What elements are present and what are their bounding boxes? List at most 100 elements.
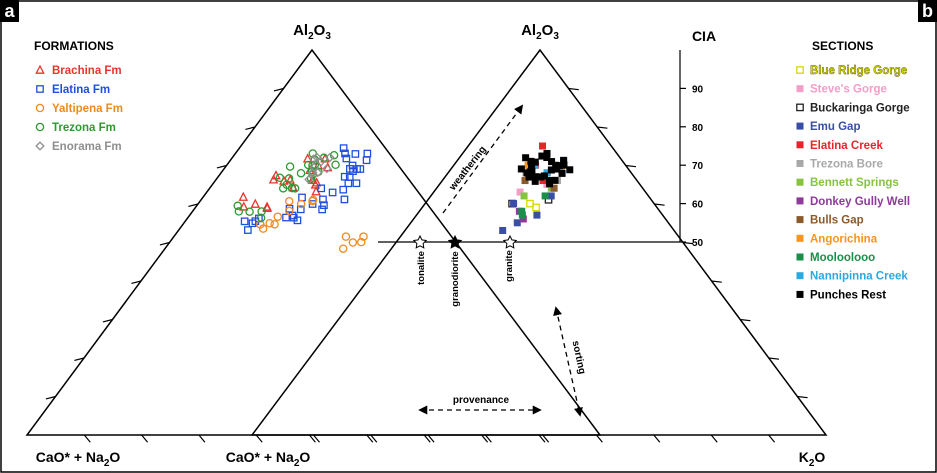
axis-tick <box>597 126 608 129</box>
formation-point <box>316 156 326 167</box>
formation-point <box>234 207 244 216</box>
section-point <box>538 152 546 160</box>
formation-point <box>309 162 319 173</box>
section-legend-label: Emu Gap <box>810 121 860 133</box>
panel-b-points <box>499 142 574 234</box>
formation-point <box>293 216 302 225</box>
formation-legend-marker <box>35 141 45 151</box>
axis-tick <box>255 434 263 443</box>
section-point <box>518 207 526 215</box>
formations-legend-title: FORMATIONS <box>34 39 114 53</box>
section-point <box>533 211 541 219</box>
section-point <box>552 161 560 169</box>
formation-point <box>245 207 254 216</box>
formation-point <box>273 212 282 221</box>
axis-tick <box>595 434 603 443</box>
formations-legend: Brachina Fm Elatina Fm Yaltipena Fm Trezona… <box>35 64 123 153</box>
provenance-label: provenance <box>453 395 510 406</box>
panel-b-label-bg <box>918 0 937 22</box>
axis-tick <box>308 434 316 443</box>
formation-point <box>341 232 351 241</box>
cia-tick-label: 70 <box>692 161 704 172</box>
formation-point <box>328 188 337 197</box>
formation-legend-label: Enorama Fm <box>52 141 122 153</box>
section-point <box>541 192 549 200</box>
section-legend-marker <box>796 253 804 261</box>
formation-point <box>351 150 360 158</box>
formation-point <box>322 163 332 174</box>
axis-tick <box>768 357 780 360</box>
axis-tick <box>682 241 694 245</box>
cia-tick-label: 60 <box>692 200 704 211</box>
cia-tick-label: 50 <box>692 238 704 249</box>
panel-a-points <box>233 144 372 253</box>
formation-point <box>325 152 335 163</box>
section-point <box>566 166 574 174</box>
section-legend-label: Elatina Creek <box>810 140 883 152</box>
axis-tick <box>568 87 579 91</box>
axis-tick <box>141 434 149 443</box>
section-legend-marker <box>796 66 804 74</box>
section-point <box>531 177 539 185</box>
formation-point <box>317 184 326 193</box>
axis-tick <box>484 434 492 443</box>
axis-tick <box>423 434 431 443</box>
sections-legend: Blue Ridge Gorge Steve's Gorge Buckaringa … <box>796 65 910 301</box>
formation-point <box>356 165 365 173</box>
section-point <box>499 226 507 234</box>
formation-point <box>341 149 349 158</box>
axis-tick <box>427 434 435 443</box>
section-legend-label: Punches Rest <box>810 289 886 301</box>
granite-label: granite <box>504 250 515 282</box>
formation-legend-label: Brachina Fm <box>52 65 122 77</box>
formation-point <box>344 179 353 188</box>
section-legend-marker <box>796 141 804 149</box>
formation-point <box>331 160 340 169</box>
cia-title: CIA <box>692 28 716 44</box>
axis-tick <box>711 280 722 283</box>
panel-b-label: b <box>922 1 933 21</box>
section-point <box>546 180 554 188</box>
axis-tick <box>83 434 91 443</box>
formation-point <box>238 191 249 201</box>
formation-point <box>298 193 306 202</box>
formation-legend-marker <box>35 103 45 113</box>
axis-tick <box>654 203 665 206</box>
formation-point <box>240 217 249 226</box>
formation-point <box>296 199 306 209</box>
formation-point <box>311 177 322 187</box>
al2o3-label-a: Al2O3 <box>293 22 331 42</box>
axis-tick <box>313 434 320 443</box>
formation-legend-marker <box>35 64 45 74</box>
section-legend-marker <box>796 216 804 224</box>
formation-point <box>284 174 294 183</box>
formation-legend-label: Elatina Fm <box>52 84 110 96</box>
sorting-label: sorting <box>570 340 588 375</box>
section-point <box>558 169 566 177</box>
section-legend-marker <box>796 103 804 112</box>
granite-star-icon <box>502 234 518 249</box>
formation-point <box>243 226 252 234</box>
formation-point <box>338 244 348 253</box>
axis-tick <box>45 395 56 400</box>
sorting-arrow <box>553 306 583 417</box>
section-point <box>520 192 528 200</box>
formation-point <box>339 144 348 152</box>
axis-tick <box>273 87 284 92</box>
section-legend-label: Mooloolooo <box>810 252 875 264</box>
formation-point <box>250 198 261 208</box>
section-point <box>532 203 540 212</box>
formation-point <box>296 168 306 178</box>
formation-point <box>340 195 349 204</box>
section-point <box>547 192 555 200</box>
formation-point <box>362 156 371 165</box>
section-point <box>560 156 568 164</box>
formation-legend-marker <box>36 85 44 93</box>
axis-tick <box>102 318 113 323</box>
section-legend-label: Blue Ridge Gorge <box>810 65 907 77</box>
formation-point <box>257 207 266 216</box>
axis-tick <box>481 434 489 443</box>
axis-tick <box>740 318 751 322</box>
panel-a-label: a <box>4 1 15 21</box>
